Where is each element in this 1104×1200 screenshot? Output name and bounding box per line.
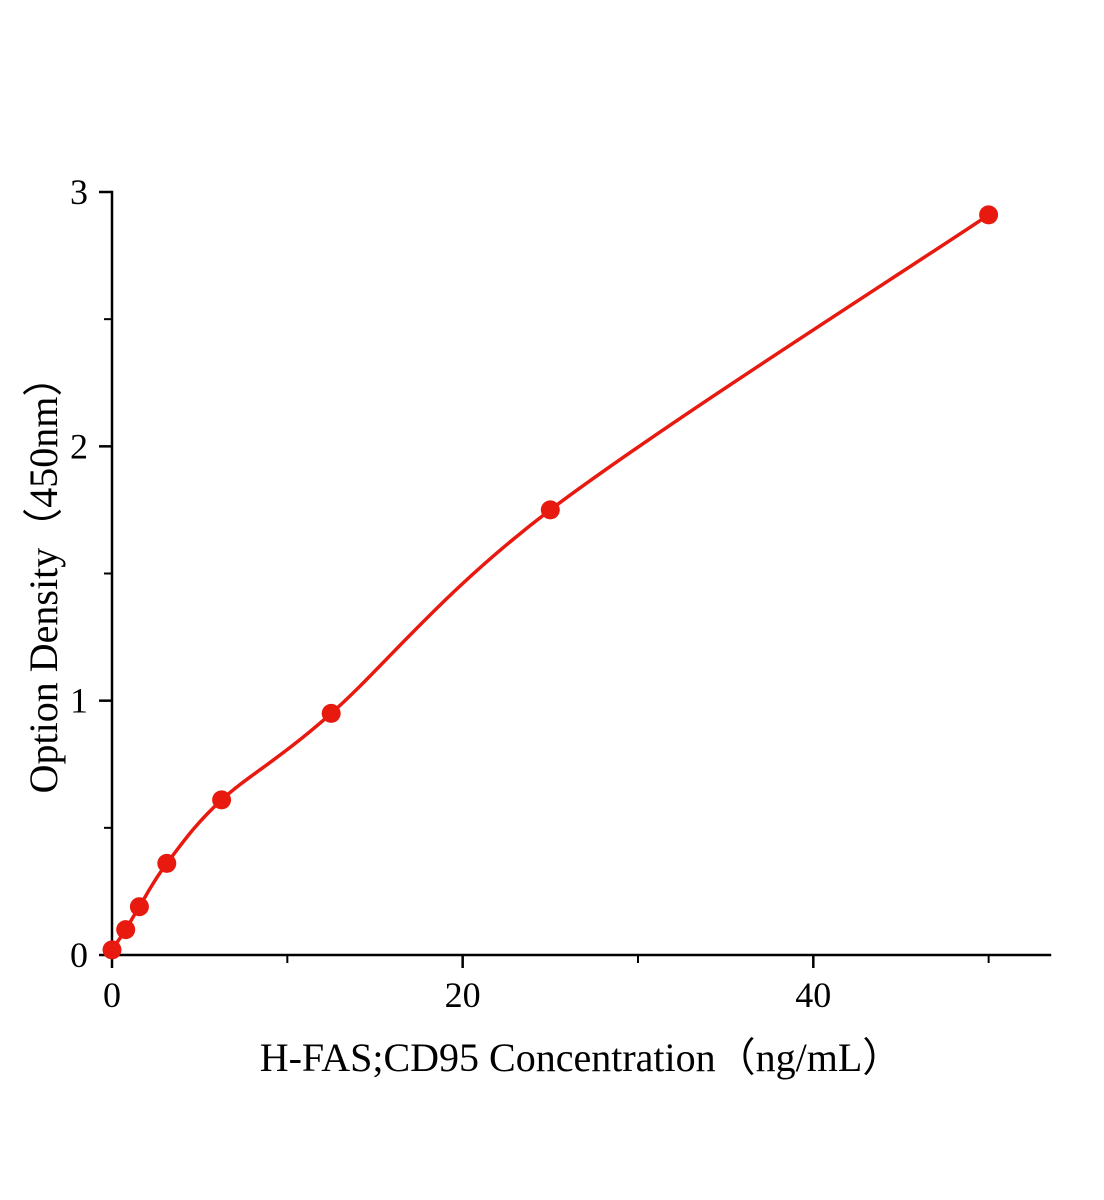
y-tick-label: 3 xyxy=(70,172,88,212)
x-tick-label: 0 xyxy=(103,975,121,1015)
x-axis-title: H-FAS;CD95 Concentration（ng/mL） xyxy=(259,1035,903,1080)
y-tick-label: 2 xyxy=(70,426,88,466)
data-point xyxy=(321,703,341,723)
y-axis-title: Option Density（450nm） xyxy=(21,356,66,794)
fit-curve xyxy=(110,213,991,952)
data-point xyxy=(116,920,136,940)
data-point xyxy=(129,897,149,917)
data-point xyxy=(102,940,122,960)
data-point xyxy=(157,853,177,873)
x-tick-label: 40 xyxy=(795,975,831,1015)
x-tick-label: 20 xyxy=(445,975,481,1015)
data-point xyxy=(540,500,560,520)
data-point xyxy=(212,790,232,810)
y-tick-label: 0 xyxy=(70,935,88,975)
data-point xyxy=(979,205,999,225)
y-tick-label: 1 xyxy=(70,681,88,721)
